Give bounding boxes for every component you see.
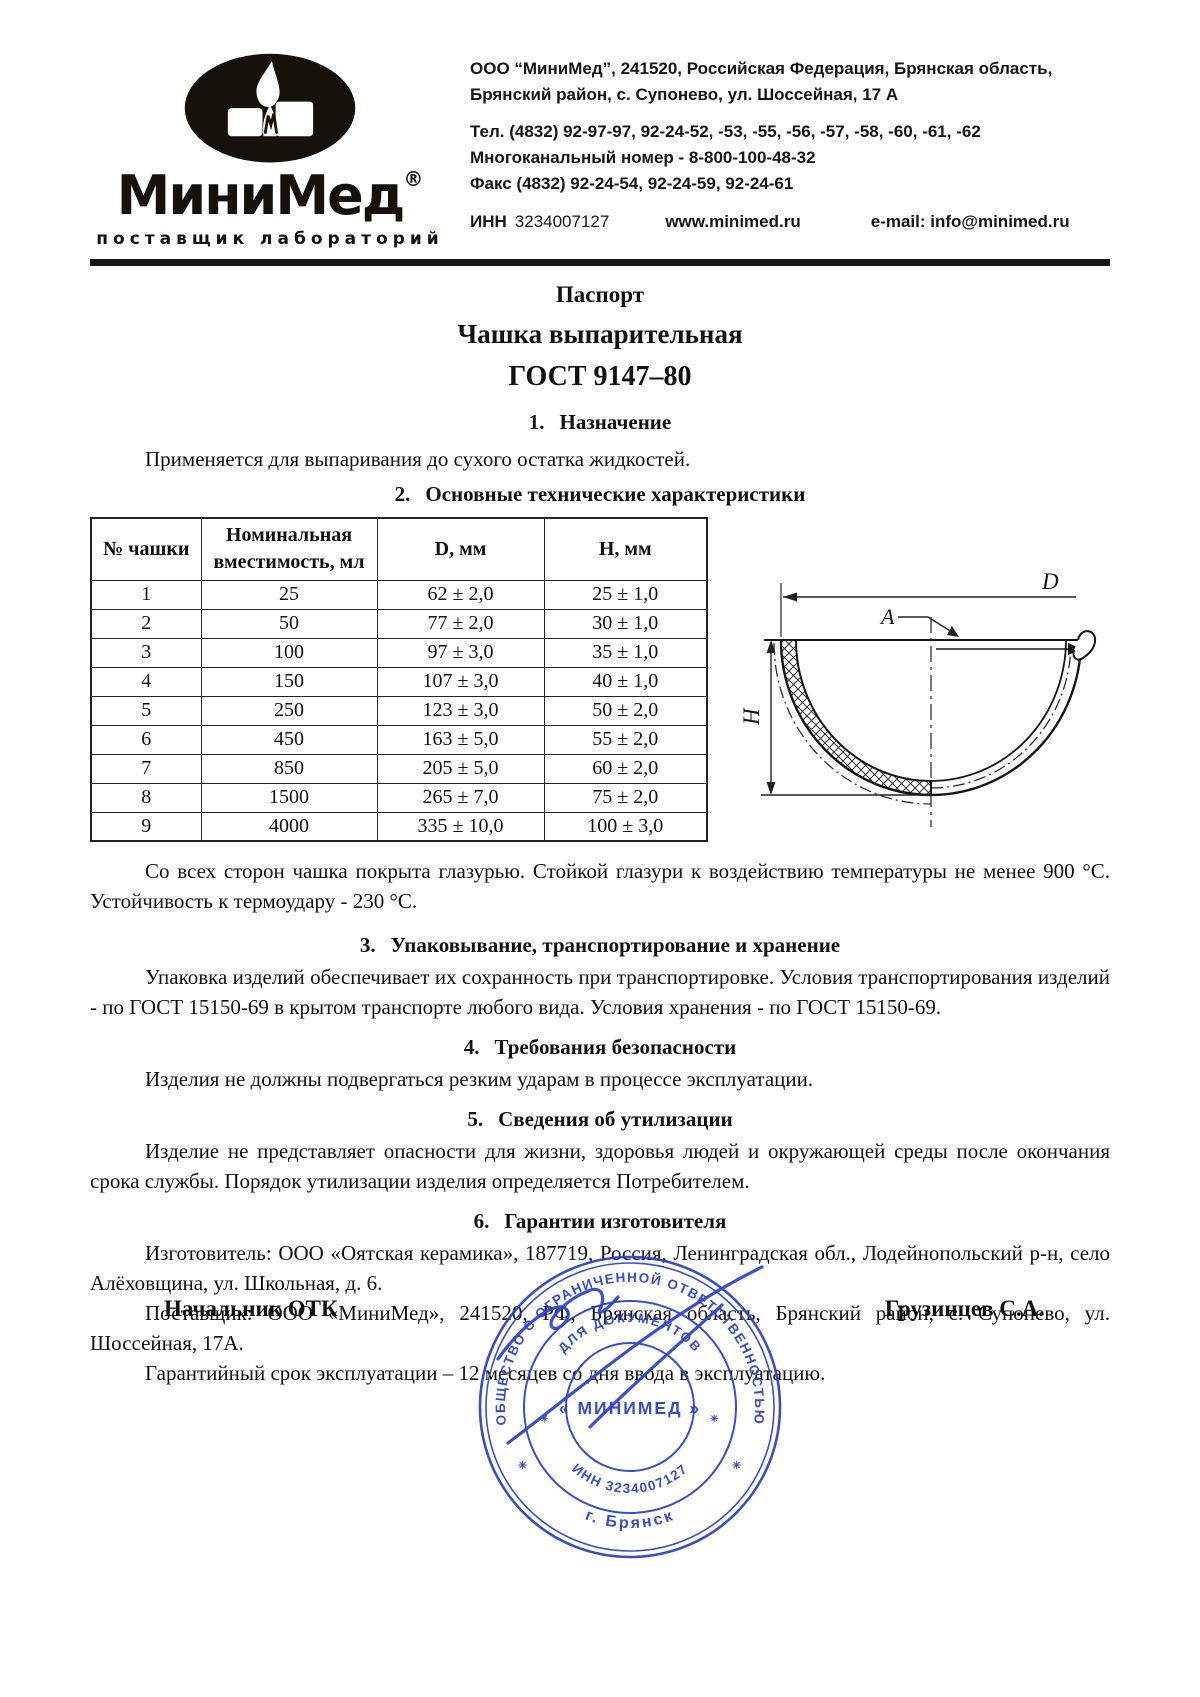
table-row: 9 4000 335 ± 10,0 100 ± 3,0: [90, 811, 708, 842]
dish-technical-drawing: D A H: [726, 545, 1116, 845]
stamp-city-text: г. Брянск: [583, 1507, 677, 1532]
table-row: 5 250 123 ± 3,0 50 ± 2,0: [90, 695, 708, 726]
supplier-info: Поставщик: ООО «МиниМед», 241520, РФ, Бр…: [90, 1301, 1110, 1355]
doc-type-title: Паспорт: [555, 282, 645, 307]
dish-drawing-svg: D A H: [739, 569, 1097, 827]
company-fax: Факс (4832) 92-24-54, 92-24-59, 92-24-61: [470, 174, 794, 193]
section-4-body: Изделия не должны подвергаться резким уд…: [145, 1067, 814, 1091]
table-header-row: № чашки Номинальная вместимость, мл D, м…: [90, 517, 708, 581]
table-row: 6 450 163 ± 5,0 55 ± 2,0: [90, 724, 708, 755]
section-2-heading: 2. Основные технические характеристики: [394, 482, 806, 506]
glaze-a-label: A: [879, 604, 895, 629]
stamp-center-text: « МИНИМЕД »: [559, 1398, 701, 1418]
company-stamp: ОБЩЕСТВО С ОГРАНИЧЕННОЙ ОТВЕТСТВЕННОСТЬЮ…: [478, 1255, 782, 1559]
section-1-body: Применяется для выпаривания до сухого ос…: [145, 447, 691, 471]
company-contacts: ООО “МиниМед”, 241520, Российская Федера…: [470, 50, 1110, 249]
manufacturer-info: Изготовитель: ООО «Оятская керамика», 18…: [90, 1241, 1110, 1295]
table-row: 4 150 107 ± 3,0 40 ± 1,0: [90, 666, 708, 697]
company-address-line1: ООО “МиниМед”, 241520, Российская Федера…: [470, 59, 1053, 78]
handwritten-signature: [496, 1265, 764, 1445]
company-website: www.minimed.ru: [665, 212, 801, 231]
registered-mark-icon: ®: [403, 167, 424, 191]
section-5-heading: 5. Сведения об утилизации: [467, 1107, 733, 1131]
stamp-separator-right: ✳: [732, 1460, 741, 1472]
logo-brand-text: МиниМед: [116, 164, 406, 227]
stamp-inn-text: ИНН 3234007127: [569, 1461, 690, 1496]
stamp-separator-mid-right: ✳: [710, 1414, 719, 1425]
section-1-heading: 1. Назначение: [528, 410, 672, 434]
dimension-d-label: D: [1041, 569, 1059, 594]
section-5-body: Изделие не представляет опасности для жи…: [90, 1139, 1110, 1193]
col-header-capacity: Номинальная вместимость, мл: [200, 517, 378, 581]
signer-name: Грузинцев С.А.: [884, 1296, 1044, 1321]
col-header-h: Н, мм: [543, 517, 708, 581]
product-title: Чашка выпарительная: [457, 319, 743, 349]
company-phone: Тел. (4832) 92-97-97, 92-24-52, -53, -55…: [470, 122, 981, 141]
col-header-cup-no: № чашки: [90, 517, 202, 581]
stamp-separator-left: ✳: [518, 1460, 527, 1472]
stamp-separator-mid-left: ✳: [540, 1414, 549, 1425]
section-4-heading: 4. Требования безопасности: [463, 1035, 737, 1059]
logo-flame-icon: [184, 53, 356, 163]
spec-table: № чашки Номинальная вместимость, мл D, м…: [90, 517, 708, 842]
company-address-line2: Брянский район, с. Супонево, ул. Шоссейн…: [470, 85, 899, 104]
table-row: 3 100 97 ± 3,0 35 ± 1,0: [90, 637, 708, 668]
letterhead: МиниМед® поставщик лабораторий ООО “Мини…: [90, 0, 1110, 249]
section-3-heading: 3. Упаковывание, транспортирование и хран…: [359, 933, 841, 957]
section-6-heading: 6. Гарантии изготовителя: [473, 1209, 727, 1233]
signer-role: Начальник ОТК: [164, 1296, 338, 1321]
company-multichannel: Многоканальный номер - 8-800-100-48-32: [470, 148, 816, 167]
logo-tagline: поставщик лабораторий: [96, 229, 444, 249]
table-row: 8 1500 265 ± 7,0 75 ± 2,0: [90, 782, 708, 813]
glaze-note: Со всех сторон чашка покрыта глазурью. С…: [90, 859, 1110, 913]
col-header-d: D, мм: [376, 517, 545, 581]
company-email: e-mail: info@minimed.ru: [870, 212, 1070, 231]
inn-value: 3234007127: [514, 212, 610, 231]
company-logo: МиниМед® поставщик лабораторий: [90, 50, 450, 249]
inn-label: ИНН: [470, 212, 507, 231]
table-row: 7 850 205 ± 5,0 60 ± 2,0: [90, 753, 708, 784]
header-divider: [90, 259, 1110, 266]
table-row: 1 25 62 ± 2,0 25 ± 1,0: [90, 579, 708, 610]
dimension-h-label: H: [739, 707, 764, 726]
table-row: 2 50 77 ± 2,0 30 ± 1,0: [90, 608, 708, 639]
section-3-body: Упаковка изделий обеспечивает их сохранн…: [90, 965, 1110, 1019]
standard-title: ГОСТ 9147–80: [508, 361, 692, 392]
